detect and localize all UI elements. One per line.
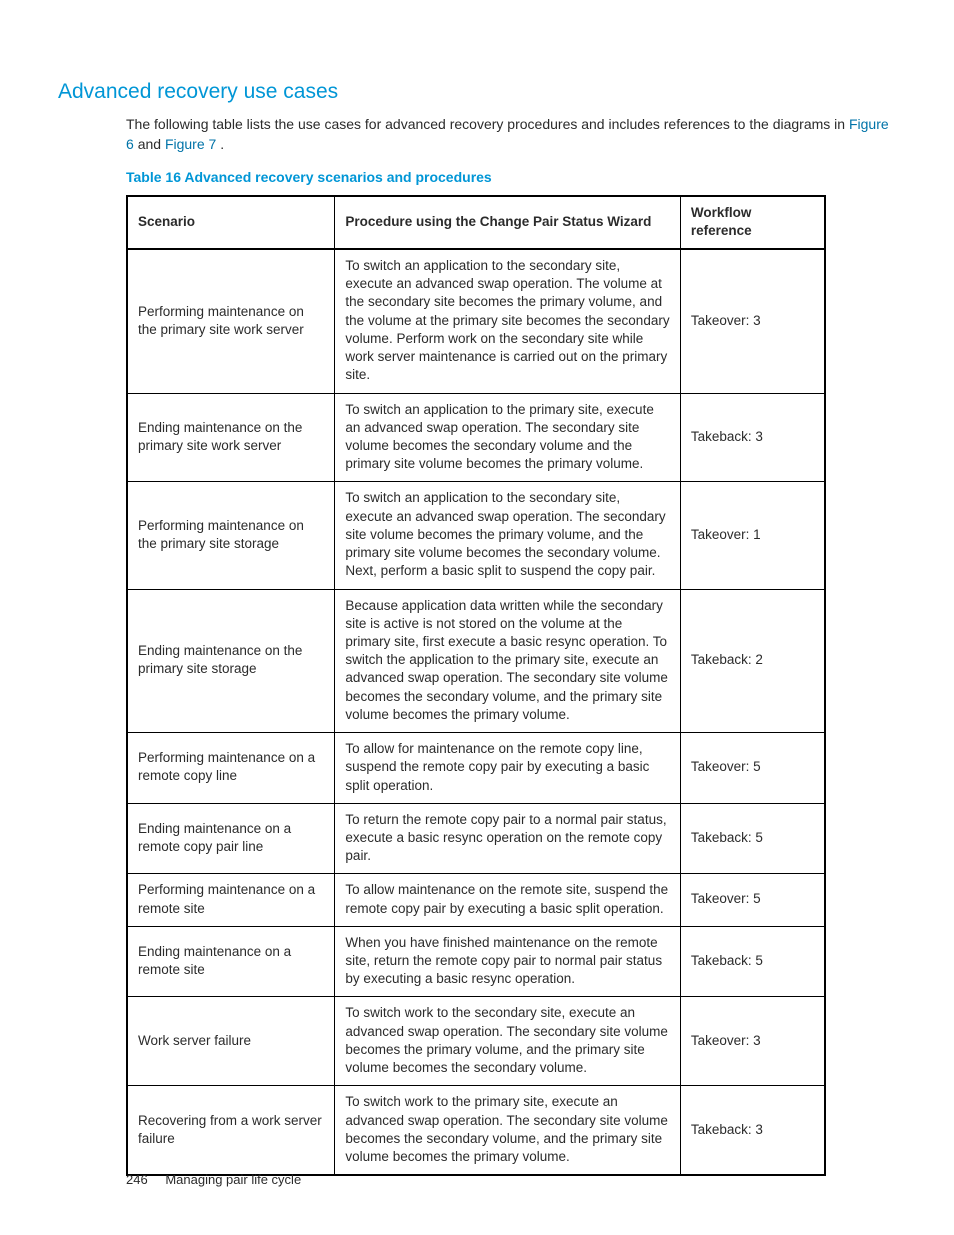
cell-workflow: Takeback: 3 (680, 393, 825, 482)
table-caption: Table 16 Advanced recovery scenarios and… (126, 169, 890, 185)
cell-scenario: Work server failure (127, 997, 335, 1086)
page: Advanced recovery use cases The followin… (0, 0, 954, 1235)
table-row: Ending maintenance on a remote siteWhen … (127, 926, 825, 997)
page-footer: 246 Managing pair life cycle (126, 1172, 301, 1187)
cell-scenario: Ending maintenance on the primary site w… (127, 393, 335, 482)
cell-procedure: Because application data written while t… (335, 589, 680, 733)
cell-workflow: Takeback: 5 (680, 803, 825, 874)
page-number: 246 (126, 1172, 148, 1187)
intro-text-mid: and (138, 136, 165, 152)
cell-scenario: Performing maintenance on a remote copy … (127, 733, 335, 804)
intro-text-before: The following table lists the use cases … (126, 116, 849, 132)
table-row: Ending maintenance on the primary site s… (127, 589, 825, 733)
table-body: Performing maintenance on the primary si… (127, 249, 825, 1175)
cell-scenario: Performing maintenance on a remote site (127, 874, 335, 926)
cell-scenario: Ending maintenance on the primary site s… (127, 589, 335, 733)
scenarios-table: Scenario Procedure using the Change Pair… (126, 195, 826, 1177)
figure7-link[interactable]: Figure 7 (165, 136, 216, 152)
table-row: Recovering from a work server failureTo … (127, 1086, 825, 1175)
cell-procedure: To return the remote copy pair to a norm… (335, 803, 680, 874)
cell-scenario: Recovering from a work server failure (127, 1086, 335, 1175)
table-row: Performing maintenance on the primary si… (127, 482, 825, 589)
cell-scenario: Performing maintenance on the primary si… (127, 249, 335, 393)
cell-procedure: To switch an application to the primary … (335, 393, 680, 482)
cell-workflow: Takeover: 3 (680, 249, 825, 393)
section-heading: Advanced recovery use cases (58, 80, 890, 104)
cell-workflow: Takeback: 2 (680, 589, 825, 733)
footer-section: Managing pair life cycle (165, 1172, 301, 1187)
cell-procedure: To allow for maintenance on the remote c… (335, 733, 680, 804)
col-procedure: Procedure using the Change Pair Status W… (335, 196, 680, 249)
cell-workflow: Takeover: 5 (680, 733, 825, 804)
cell-workflow: Takeback: 3 (680, 1086, 825, 1175)
cell-workflow: Takeover: 3 (680, 997, 825, 1086)
cell-procedure: To switch work to the secondary site, ex… (335, 997, 680, 1086)
cell-procedure: To switch an application to the secondar… (335, 482, 680, 589)
cell-workflow: Takeback: 5 (680, 926, 825, 997)
intro-paragraph: The following table lists the use cases … (126, 114, 890, 155)
col-workflow: Workflow reference (680, 196, 825, 249)
cell-scenario: Performing maintenance on the primary si… (127, 482, 335, 589)
cell-scenario: Ending maintenance on a remote site (127, 926, 335, 997)
table-row: Work server failureTo switch work to the… (127, 997, 825, 1086)
cell-procedure: To switch an application to the secondar… (335, 249, 680, 393)
cell-procedure: When you have finished maintenance on th… (335, 926, 680, 997)
cell-procedure: To allow maintenance on the remote site,… (335, 874, 680, 926)
col-scenario: Scenario (127, 196, 335, 249)
cell-procedure: To switch work to the primary site, exec… (335, 1086, 680, 1175)
table-row: Performing maintenance on the primary si… (127, 249, 825, 393)
cell-workflow: Takeover: 5 (680, 874, 825, 926)
table-row: Performing maintenance on a remote siteT… (127, 874, 825, 926)
table-row: Ending maintenance on a remote copy pair… (127, 803, 825, 874)
cell-workflow: Takeover: 1 (680, 482, 825, 589)
table-header-row: Scenario Procedure using the Change Pair… (127, 196, 825, 249)
cell-scenario: Ending maintenance on a remote copy pair… (127, 803, 335, 874)
intro-text-after: . (220, 136, 224, 152)
table-row: Performing maintenance on a remote copy … (127, 733, 825, 804)
table-row: Ending maintenance on the primary site w… (127, 393, 825, 482)
